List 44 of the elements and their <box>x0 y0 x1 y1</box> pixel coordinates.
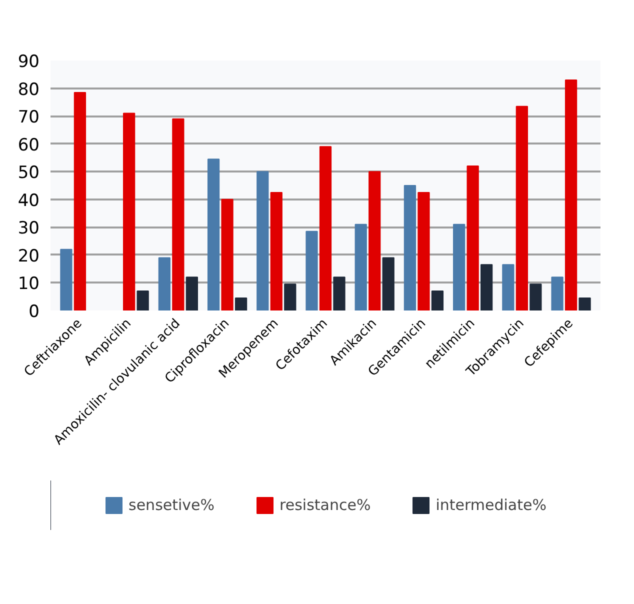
bar <box>530 284 542 310</box>
legend-label: sensetive% <box>128 496 215 514</box>
y-tick-label: 0 <box>28 302 40 322</box>
bar <box>136 290 149 310</box>
bar <box>123 112 136 310</box>
y-tick-label: 10 <box>18 274 40 294</box>
y-tick-label: 30 <box>18 218 40 239</box>
bar <box>564 79 578 310</box>
bar <box>270 192 282 310</box>
bar <box>158 257 170 310</box>
bar <box>502 264 514 310</box>
y-tick-label: 70 <box>18 108 40 128</box>
bar <box>60 248 72 310</box>
bar <box>333 276 346 310</box>
y-tick-label: 60 <box>18 135 40 156</box>
bar <box>368 171 381 310</box>
bar <box>234 298 248 310</box>
bar <box>480 264 493 310</box>
bar <box>172 118 184 310</box>
bar <box>319 146 332 310</box>
y-tick-label: 40 <box>18 190 40 211</box>
bar <box>207 158 220 310</box>
bar <box>404 185 416 310</box>
y-tick-label: 90 <box>18 52 40 72</box>
bar <box>431 290 444 310</box>
bar <box>466 166 479 310</box>
bar <box>551 276 564 310</box>
bar <box>221 198 234 310</box>
bar <box>306 230 318 310</box>
bar <box>256 171 269 310</box>
bar <box>284 284 296 310</box>
legend-label: resistance% <box>280 496 371 514</box>
bar <box>354 224 367 310</box>
legend-label: intermediate% <box>436 496 546 514</box>
bar <box>578 298 591 310</box>
bar <box>453 224 466 310</box>
bar <box>418 192 430 310</box>
y-tick-label: 50 <box>18 163 40 184</box>
bar <box>186 276 198 310</box>
bar <box>516 106 528 310</box>
y-tick-label: 20 <box>18 246 40 266</box>
bar <box>382 257 394 310</box>
y-tick-label: 80 <box>18 80 40 100</box>
bar <box>74 92 86 310</box>
